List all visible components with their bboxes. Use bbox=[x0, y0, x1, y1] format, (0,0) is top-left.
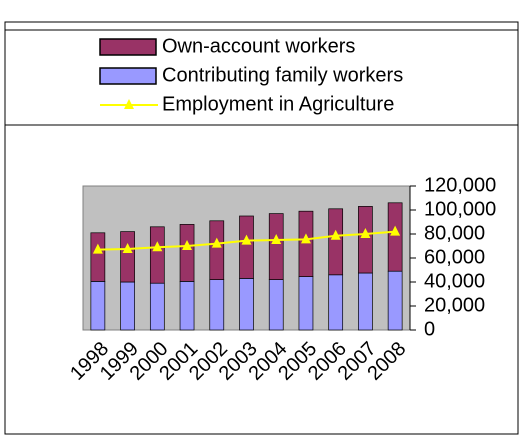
bar bbox=[358, 206, 373, 274]
bar bbox=[298, 276, 314, 331]
y-tick-label: 80,000 bbox=[424, 222, 485, 244]
line-marker bbox=[182, 240, 193, 250]
bar bbox=[179, 224, 195, 282]
bar bbox=[387, 270, 403, 331]
line-marker bbox=[152, 241, 163, 252]
bar bbox=[358, 272, 373, 331]
bar bbox=[209, 220, 225, 280]
line-marker bbox=[211, 237, 222, 248]
legend-swatch bbox=[99, 38, 157, 56]
bar bbox=[120, 231, 135, 283]
bar bbox=[90, 232, 106, 282]
line-marker bbox=[92, 243, 103, 254]
legend-label: Employment in Agriculture bbox=[162, 93, 394, 115]
bar bbox=[120, 281, 135, 331]
bar bbox=[239, 278, 254, 331]
line-marker bbox=[300, 233, 311, 244]
y-tick-label: 0 bbox=[424, 318, 435, 340]
y-tick-label: 20,000 bbox=[424, 294, 485, 316]
legend-swatch bbox=[124, 99, 134, 109]
line-marker bbox=[390, 225, 401, 236]
bar bbox=[209, 279, 225, 331]
bar bbox=[179, 281, 195, 331]
y-tick-label: 120,000 bbox=[424, 174, 496, 196]
y-tick-label: 60,000 bbox=[424, 246, 485, 268]
legend-label: Own-account workers bbox=[162, 35, 355, 57]
line-marker bbox=[271, 234, 282, 244]
bar bbox=[328, 208, 344, 276]
y-tick-label: 100,000 bbox=[424, 198, 496, 220]
bar bbox=[149, 226, 165, 284]
line-marker bbox=[330, 229, 341, 240]
bar bbox=[239, 215, 254, 279]
bar bbox=[149, 282, 165, 331]
legend-box bbox=[4, 29, 519, 126]
bar bbox=[328, 274, 344, 331]
bar bbox=[268, 279, 284, 331]
y-tick-label: 40,000 bbox=[424, 270, 485, 292]
legend-label: Contributing family workers bbox=[162, 64, 403, 86]
bar bbox=[268, 213, 284, 280]
bar bbox=[90, 281, 106, 331]
line-marker bbox=[122, 243, 133, 253]
line-marker bbox=[241, 234, 252, 245]
line-marker bbox=[360, 228, 371, 238]
bar bbox=[298, 210, 314, 277]
bar bbox=[387, 202, 403, 272]
legend-swatch bbox=[99, 67, 157, 85]
